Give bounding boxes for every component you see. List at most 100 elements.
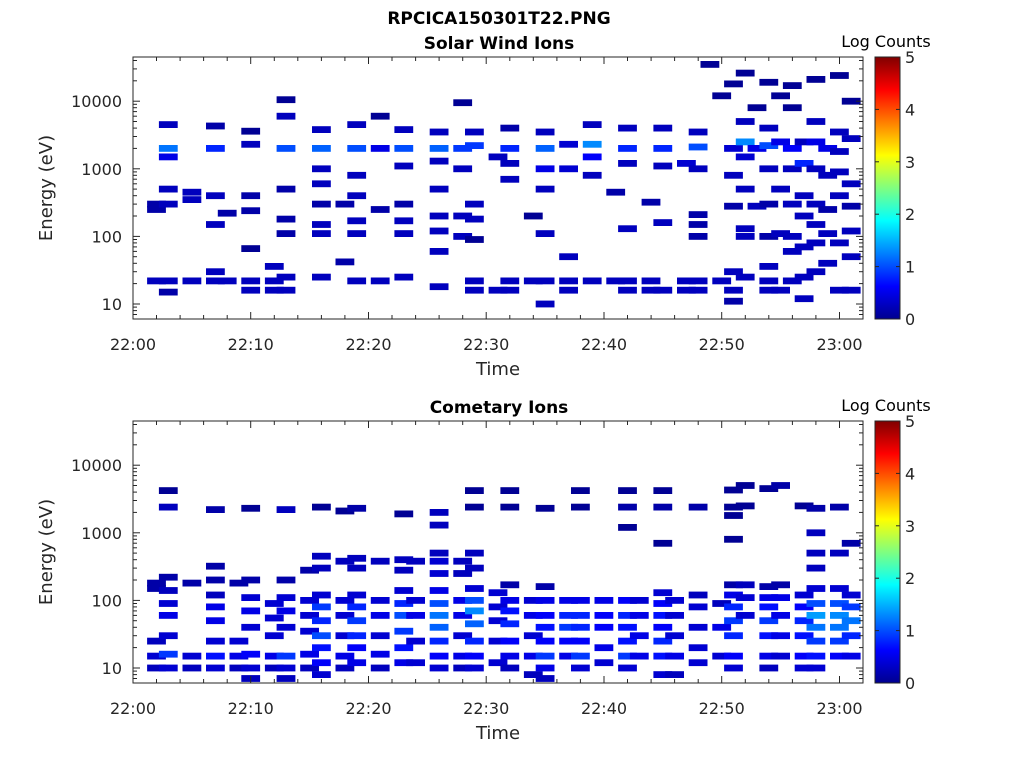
heatmap-cell — [453, 570, 473, 577]
heatmap-cell — [276, 273, 296, 281]
heatmap-cell — [724, 617, 743, 625]
heatmap-cell — [465, 215, 484, 223]
heatmap-cell — [276, 185, 296, 193]
heatmap-cell — [241, 127, 261, 135]
panel-2-x-axis: 22:00 22:10 22:20 22:30 22:40 22:50 23:00 — [110, 421, 864, 718]
heatmap-cell — [276, 96, 296, 104]
heatmap-cell — [147, 652, 166, 660]
heatmap-cell — [818, 259, 838, 267]
heatmap-cell — [582, 153, 602, 161]
heatmap-cell — [782, 104, 802, 112]
heatmap-cell — [158, 487, 178, 494]
heatmap-cell — [394, 217, 414, 225]
heatmap-cell — [523, 212, 543, 220]
heatmap-cell — [370, 612, 390, 619]
heatmap-cell — [394, 644, 414, 652]
heatmap-cell — [688, 591, 708, 599]
heatmap-cell — [653, 539, 673, 547]
heatmap-cell — [535, 675, 555, 682]
heatmap-cell — [712, 600, 732, 607]
heatmap-cell — [147, 664, 166, 672]
heatmap-cell — [535, 185, 555, 193]
heatmap-cell — [500, 277, 520, 285]
panel-2-frame — [132, 420, 864, 684]
heatmap-cell — [629, 612, 649, 619]
heatmap-cell — [500, 487, 520, 494]
heatmap-cell — [347, 644, 367, 652]
heatmap-cell — [335, 557, 355, 565]
heatmap-cell — [559, 623, 578, 631]
panel-2-title: Cometary Ions — [430, 398, 569, 418]
heatmap-cell — [158, 573, 178, 581]
heatmap-cell — [206, 145, 225, 152]
heatmap-cell — [523, 652, 543, 660]
heatmap-cell — [688, 211, 708, 218]
colorbar-1-ticks: 0 1 2 3 4 5 — [875, 48, 915, 329]
heatmap-cell — [830, 623, 849, 631]
heatmap-cell — [582, 171, 602, 179]
heatmap-cell — [735, 502, 755, 510]
heatmap-cell — [206, 268, 225, 276]
heatmap-cell — [453, 612, 473, 619]
heatmap-cell — [535, 230, 555, 237]
heatmap-cell — [312, 671, 331, 678]
heatmap-cell — [653, 671, 673, 678]
heatmap-cell — [606, 277, 626, 285]
heatmap-cell — [147, 206, 166, 213]
heatmap-cell — [206, 603, 225, 611]
heatmap-cell — [500, 581, 520, 589]
heatmap-cell — [794, 192, 814, 200]
heatmap-cell — [429, 652, 449, 660]
heatmap-cell — [312, 617, 331, 625]
heatmap-cell — [735, 138, 755, 146]
heatmap-cell — [594, 623, 614, 631]
heatmap-cell — [264, 286, 284, 294]
heatmap-cell — [312, 564, 331, 572]
heatmap-cell — [370, 632, 390, 640]
heatmap-cell — [206, 664, 225, 672]
heatmap-cell — [158, 503, 178, 511]
heatmap-cell — [158, 632, 178, 640]
heatmap-cell — [830, 637, 849, 645]
heatmap-cell — [500, 637, 520, 645]
heatmap-cell — [618, 503, 637, 511]
heatmap-cell — [677, 160, 696, 167]
heatmap-cell — [582, 140, 602, 148]
heatmap-cell — [523, 632, 543, 640]
colorbar-1 — [874, 56, 901, 320]
colorbar-1-title: Log Counts — [841, 32, 931, 51]
heatmap-cell — [312, 644, 331, 652]
heatmap-cell — [453, 557, 473, 565]
heatmap-cell — [535, 145, 555, 152]
heatmap-cell — [453, 233, 473, 240]
heatmap-cell — [488, 603, 508, 611]
heatmap-cell — [335, 652, 355, 660]
heatmap-cell — [841, 539, 861, 547]
heatmap-cell — [453, 597, 473, 604]
heatmap-cell — [759, 603, 779, 611]
heatmap-cell — [453, 652, 473, 660]
heatmap-cell — [206, 122, 225, 130]
heatmap-cell — [806, 504, 826, 512]
heatmap-cell — [735, 118, 755, 125]
heatmap-cell — [771, 185, 790, 193]
heatmap-cell — [347, 145, 367, 152]
heatmap-cell — [406, 612, 425, 619]
heatmap-cell — [841, 135, 861, 142]
heatmap-cell — [312, 221, 331, 228]
heatmap-cell — [147, 585, 166, 592]
heatmap-cell — [394, 659, 414, 667]
panel-1-frame — [132, 56, 864, 320]
heatmap-cell — [724, 512, 743, 519]
heatmap-cell — [394, 230, 414, 237]
heatmap-cell — [312, 200, 331, 208]
heatmap-cell — [535, 300, 555, 308]
heatmap-cell — [571, 503, 590, 511]
heatmap-cell — [182, 196, 202, 203]
heatmap-cell — [347, 564, 367, 572]
heatmap-cell — [735, 185, 755, 193]
heatmap-cell — [535, 583, 555, 590]
heatmap-cell — [264, 652, 284, 660]
heatmap-cell — [535, 128, 555, 136]
